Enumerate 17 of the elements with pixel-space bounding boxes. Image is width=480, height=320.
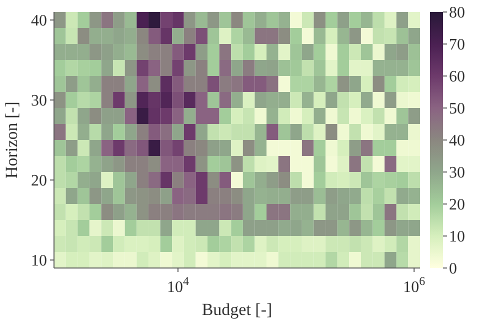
color-bar-label: 50 — [449, 100, 465, 118]
x-tick-label: 10$^{4}$ — [166, 274, 189, 296]
color-bar-label: 30 — [449, 164, 465, 182]
color-bar-label: 70 — [449, 36, 465, 54]
color-bar-label: 80 — [449, 4, 465, 22]
x-axis-title: Budget [-] — [202, 300, 272, 319]
color-bar-label: 10 — [449, 228, 465, 246]
y-axis-title: Horizon [-] — [2, 102, 21, 178]
y-tick-label: 30 — [31, 92, 47, 110]
color-bar-label: 20 — [449, 196, 465, 214]
y-tick-label: 20 — [31, 172, 47, 190]
color-bar-label: 60 — [449, 68, 465, 86]
y-tick-label: 10 — [31, 252, 47, 270]
x-tick-label: 10$^{6}$ — [403, 274, 426, 296]
y-tick-label: 40 — [31, 12, 47, 30]
color-bar-label: 40 — [449, 132, 465, 150]
color-bar-label: 0 — [449, 260, 457, 278]
